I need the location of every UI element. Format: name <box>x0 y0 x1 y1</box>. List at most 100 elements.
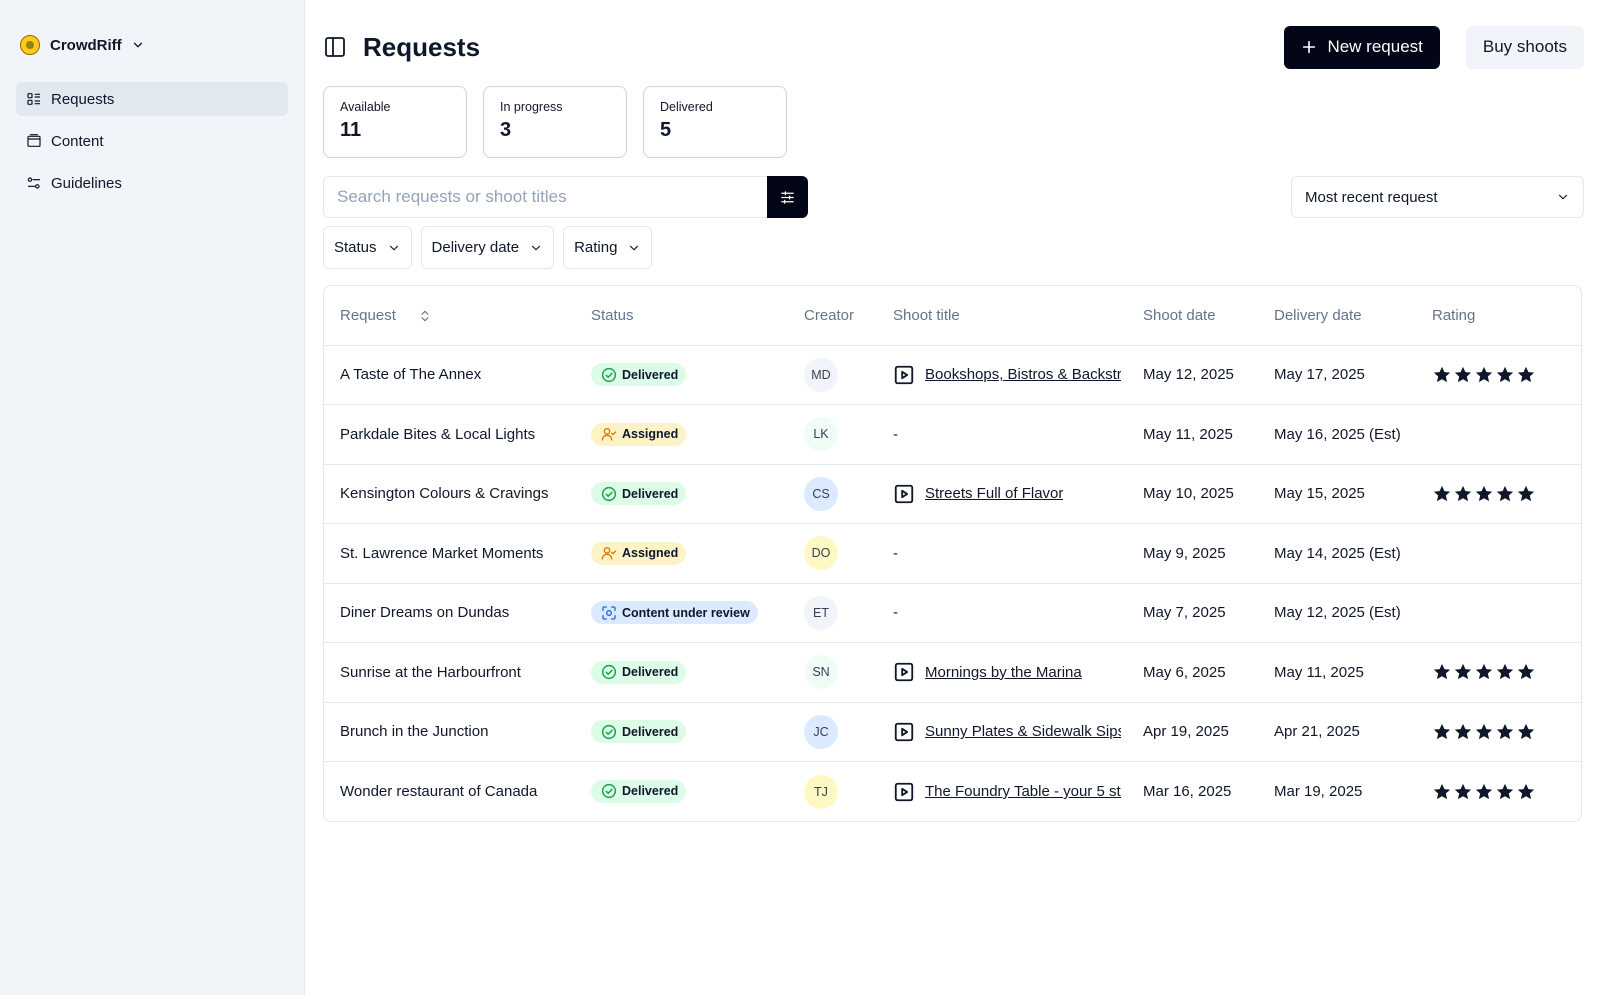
search-row: Most recent request <box>323 176 1584 218</box>
sidebar-item-guidelines[interactable]: Guidelines <box>16 166 288 200</box>
table-row[interactable]: Diner Dreams on Dundas Content under revi… <box>324 583 1581 643</box>
sidebar-item-label: Requests <box>51 90 115 108</box>
advanced-filter-button[interactable] <box>767 176 808 218</box>
panel-toggle-icon[interactable] <box>323 35 347 59</box>
avatar[interactable]: DO <box>804 536 838 571</box>
star-icon <box>1454 366 1472 382</box>
table-row[interactable]: St. Lawrence Market Moments Assigned DO - Ma… <box>324 523 1581 584</box>
avatar[interactable]: MD <box>804 357 838 392</box>
avatar[interactable]: JC <box>804 714 838 749</box>
delivery-date: May 16, 2025 (Est) <box>1258 404 1416 465</box>
check-circle-icon <box>601 783 622 799</box>
avatar[interactable]: ET <box>804 595 838 630</box>
table-row[interactable]: Kensington Colours & Cravings Delivered CS… <box>324 464 1581 524</box>
status-badge-label: Assigned <box>622 427 679 441</box>
creator-cell: SN <box>788 642 877 703</box>
star-icon <box>1454 783 1472 799</box>
star-icon <box>1433 366 1451 382</box>
shoot-title-link[interactable]: Mornings by the Marina <box>925 663 1082 681</box>
header-actions: New request Buy shoots <box>1284 25 1584 69</box>
filter-delivery-date[interactable]: Delivery date <box>420 226 555 269</box>
star-icon <box>1517 485 1535 501</box>
status-cell: Delivered <box>575 762 788 822</box>
table-row[interactable]: Sunrise at the Harbourfront Delivered SN Mo… <box>324 642 1581 703</box>
stats-row: Available 11 In progress 3 Delivered 5 <box>323 86 1584 158</box>
avatar[interactable]: SN <box>804 655 838 690</box>
sort-icon[interactable] <box>418 309 432 323</box>
sort-select-value: Most recent request <box>1305 188 1438 206</box>
status-cell: Assigned <box>575 523 788 584</box>
status-badge-label: Delivered <box>622 486 679 501</box>
delivery-date: May 14, 2025 (Est) <box>1258 523 1416 584</box>
filter-label: Rating <box>574 239 618 256</box>
sidebar-item-requests[interactable]: Requests <box>16 82 288 116</box>
filter-status[interactable]: Status <box>323 226 412 269</box>
new-request-button[interactable]: New request <box>1284 25 1440 69</box>
column-header-delivery-date: Delivery date <box>1258 286 1416 346</box>
shoot-title-link[interactable]: Sunny Plates & Sidewalk Sips <box>925 723 1121 741</box>
shoot-title-empty: - <box>893 544 898 562</box>
shoot-date: May 6, 2025 <box>1127 642 1258 703</box>
shoot-date: May 7, 2025 <box>1127 583 1258 643</box>
shoot-title-cell: Streets Full of Flavor <box>893 483 1127 505</box>
chevron-down-icon <box>133 42 142 48</box>
rating-stars <box>1432 782 1581 802</box>
star-icon <box>1517 723 1535 739</box>
star-icon <box>1433 664 1451 680</box>
new-request-label: New request <box>1327 37 1423 56</box>
rating-cell <box>1416 583 1581 643</box>
creator-cell: CS <box>788 464 877 524</box>
filter-rating[interactable]: Rating <box>563 226 653 269</box>
table-row[interactable]: Brunch in the Junction Delivered JC Sunny P… <box>324 702 1581 762</box>
shoot-date: May 11, 2025 <box>1127 404 1258 465</box>
status-cell: Delivered <box>575 642 788 703</box>
column-header-request[interactable]: Request <box>324 286 575 346</box>
creator-cell: DO <box>788 523 877 584</box>
shoot-title-cell: Mornings by the Marina <box>893 661 1127 683</box>
creator-cell: JC <box>788 702 877 762</box>
star-icon <box>1433 723 1451 739</box>
star-icon <box>1517 664 1535 680</box>
shoot-title-link[interactable]: Streets Full of Flavor <box>925 485 1064 503</box>
avatar[interactable]: TJ <box>804 774 838 809</box>
status-cell: Assigned <box>575 404 788 465</box>
delivery-date: May 12, 2025 (Est) <box>1258 583 1416 643</box>
sort-select[interactable]: Most recent request <box>1291 176 1584 218</box>
shoot-title-cell: - <box>877 404 1127 465</box>
avatar-initials: ET <box>813 605 829 620</box>
sliders-icon <box>27 177 40 189</box>
shoot-title-link[interactable]: The Foundry Table - your 5 star experien… <box>925 783 1121 800</box>
avatar-initials: DO <box>811 546 831 561</box>
sidebar-item-label: Content <box>51 132 104 150</box>
rating-cell <box>1416 702 1581 762</box>
sidebar-item-label: Guidelines <box>51 174 122 192</box>
table-body: A Taste of The Annex Delivered MD Bookshops… <box>324 345 1581 822</box>
chevron-down-icon <box>1558 194 1568 200</box>
search-box <box>323 176 808 218</box>
check-circle-icon <box>601 664 622 680</box>
workspace-switcher[interactable]: CrowdRiff <box>16 22 288 68</box>
table-row[interactable]: Wonder restaurant of Canada Delivered TJ Th… <box>324 762 1581 822</box>
avatar[interactable]: LK <box>804 417 838 452</box>
table-row[interactable]: A Taste of The Annex Delivered MD Bookshops… <box>324 345 1581 405</box>
stat-card-in-progress: In progress 3 <box>483 86 627 158</box>
creator-cell: TJ <box>788 762 877 822</box>
shoot-title-empty: - <box>893 425 898 443</box>
stat-value: 5 <box>660 119 672 141</box>
buy-shoots-button[interactable]: Buy shoots <box>1465 25 1584 69</box>
page-title: Requests <box>363 31 481 62</box>
video-play-icon <box>894 782 914 801</box>
request-name: Sunrise at the Harbourfront <box>324 642 575 703</box>
star-icon <box>1496 485 1514 501</box>
shoot-title-link[interactable]: Bookshops, Bistros & Backstreets <box>925 366 1121 384</box>
star-icon <box>1454 664 1472 680</box>
stat-value: 11 <box>340 119 362 141</box>
shoot-title-cell: The Foundry Table - your 5 star experien… <box>877 762 1127 822</box>
search-input[interactable] <box>323 176 767 218</box>
sidebar-item-content[interactable]: Content <box>16 124 288 158</box>
avatar[interactable]: CS <box>804 476 838 511</box>
check-circle-icon <box>601 724 622 740</box>
delivery-date: May 15, 2025 <box>1258 464 1416 524</box>
table-row[interactable]: Parkdale Bites & Local Lights Assigned LK -… <box>324 404 1581 465</box>
rating-stars <box>1432 365 1581 385</box>
